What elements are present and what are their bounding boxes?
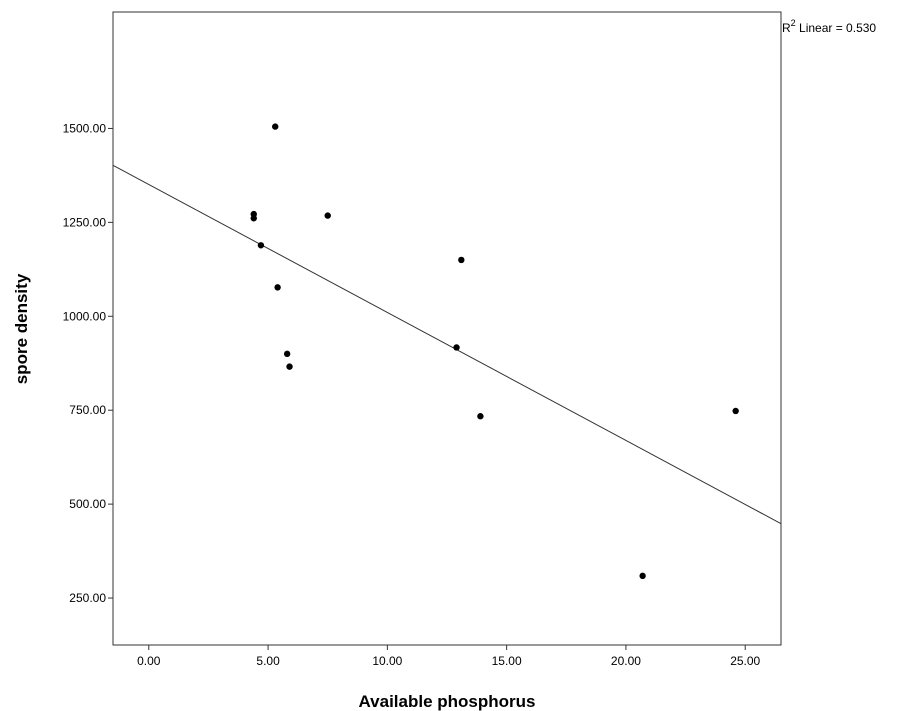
data-point xyxy=(324,212,331,219)
data-point xyxy=(250,215,257,222)
x-tick-label: 5.00 xyxy=(256,654,280,668)
x-tick-label: 15.00 xyxy=(492,654,522,668)
fit-line-group xyxy=(112,164,782,525)
y-tick-label: 750.00 xyxy=(69,403,106,417)
data-point xyxy=(458,256,465,264)
r2-label-sup: 2 xyxy=(791,18,796,28)
x-axis-ticks: 0.00 5.00 10.00 15.00 20.00 25.00 xyxy=(137,645,761,668)
data-point xyxy=(453,344,460,351)
y-tick-label: 250.00 xyxy=(69,591,106,605)
data-point xyxy=(274,284,281,291)
r2-label-rest: Linear = 0.530 xyxy=(796,21,877,35)
x-tick-label: 25.00 xyxy=(730,654,760,668)
y-tick-label: 1250.00 xyxy=(63,215,107,229)
r2-annotation: R2 Linear = 0.530 xyxy=(782,18,876,35)
data-point xyxy=(272,123,279,130)
data-point xyxy=(732,407,739,415)
x-tick-label: 0.00 xyxy=(137,654,161,668)
data-point xyxy=(639,572,646,580)
y-tick-label: 1000.00 xyxy=(63,309,107,323)
data-point xyxy=(286,363,293,370)
y-axis-ticks: 250.00 500.00 750.00 1000.00 1250.00 1500.00 xyxy=(63,121,113,605)
y-tick-label: 500.00 xyxy=(69,497,106,511)
x-axis-title: Available phosphorus xyxy=(359,692,536,711)
fit-line xyxy=(112,164,782,525)
data-point xyxy=(477,413,484,420)
data-point xyxy=(257,242,265,249)
r2-label-base: R xyxy=(782,21,791,35)
y-tick-label: 1500.00 xyxy=(63,121,107,135)
y-axis-title: spore density xyxy=(12,273,31,384)
x-tick-label: 10.00 xyxy=(372,654,402,668)
data-point xyxy=(283,350,291,358)
plot-frame xyxy=(112,11,782,646)
data-points xyxy=(250,123,739,580)
x-tick-label: 20.00 xyxy=(611,654,641,668)
